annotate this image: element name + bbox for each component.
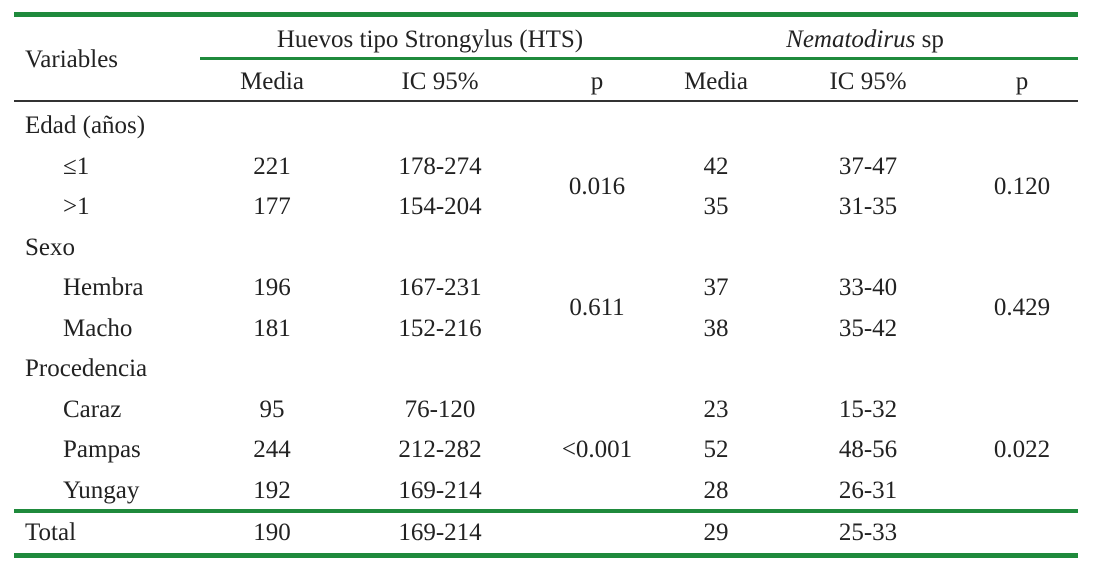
cell: 152-216: [398, 314, 482, 342]
group-header-italic: Nematodirus: [786, 26, 916, 53]
cell: 167-231: [398, 274, 482, 301]
column-header: Media: [240, 68, 304, 95]
cell: 35-42: [838, 314, 898, 342]
group-header-text: sp: [921, 26, 944, 53]
group-header: Nematodirus sp: [786, 25, 944, 55]
cell: 181: [253, 314, 291, 342]
column-header: IC 95%: [829, 68, 907, 95]
column-header: IC 95%: [401, 68, 479, 95]
cell: 76-120: [404, 395, 476, 423]
group-header: Huevos tipo Strongylus (HTS): [276, 26, 584, 53]
cell: 37-47: [838, 152, 898, 180]
cell: 212-282: [398, 436, 482, 463]
cell: 42: [703, 152, 729, 180]
column-header: p: [1015, 68, 1029, 95]
total-cell: 29: [703, 519, 729, 546]
p-value: 0.429: [993, 294, 1051, 322]
row-label: Macho: [63, 314, 133, 342]
cell: 177: [253, 193, 291, 220]
row-label: >1: [63, 193, 90, 220]
total-label: Total: [25, 519, 77, 546]
cell: 38: [703, 314, 729, 342]
total-cell: 190: [253, 519, 291, 546]
row-label: ≤1: [63, 152, 90, 180]
bottom-rule: [14, 553, 1078, 558]
section-label: Sexo: [25, 233, 75, 261]
cell: 48-56: [838, 436, 898, 463]
p-value: 0.022: [993, 436, 1051, 463]
section-label: Edad (años): [25, 112, 146, 139]
row-label: Yungay: [63, 476, 140, 504]
p-value: <0.001: [561, 436, 633, 463]
row-label: Pampas: [63, 436, 141, 463]
cell: 15-32: [838, 395, 898, 423]
total-cell: 169-214: [398, 519, 482, 546]
cell: 52: [703, 436, 729, 463]
cell: 192: [253, 476, 291, 504]
cell: 95: [259, 395, 285, 423]
cell: 26-31: [838, 476, 898, 504]
variables-header: Variables: [25, 46, 119, 73]
top-rule: [14, 12, 1078, 17]
cell: 33-40: [838, 274, 898, 301]
row-label: Hembra: [63, 274, 144, 301]
cell: 31-35: [838, 193, 898, 220]
cell: 28: [703, 476, 729, 504]
cell: 35: [703, 193, 729, 220]
cell: 178-274: [398, 152, 482, 180]
cell: 23: [703, 395, 729, 423]
cell: 154-204: [398, 193, 482, 220]
column-header: p: [590, 68, 604, 95]
p-value: 0.611: [569, 294, 625, 322]
cell: 221: [253, 152, 291, 180]
group-rule: [200, 57, 1078, 60]
cell: 196: [253, 274, 291, 301]
total-cell: 25-33: [838, 519, 898, 546]
cell: 244: [253, 436, 291, 463]
total-rule: [14, 509, 1078, 513]
section-label: Procedencia: [25, 355, 148, 382]
column-header: Media: [684, 68, 748, 95]
cell: 37: [703, 274, 729, 301]
p-value: 0.120: [993, 172, 1051, 200]
header-rule: [14, 100, 1078, 102]
p-value: 0.016: [568, 172, 626, 200]
cell: 169-214: [398, 476, 482, 504]
row-label: Caraz: [63, 395, 122, 423]
